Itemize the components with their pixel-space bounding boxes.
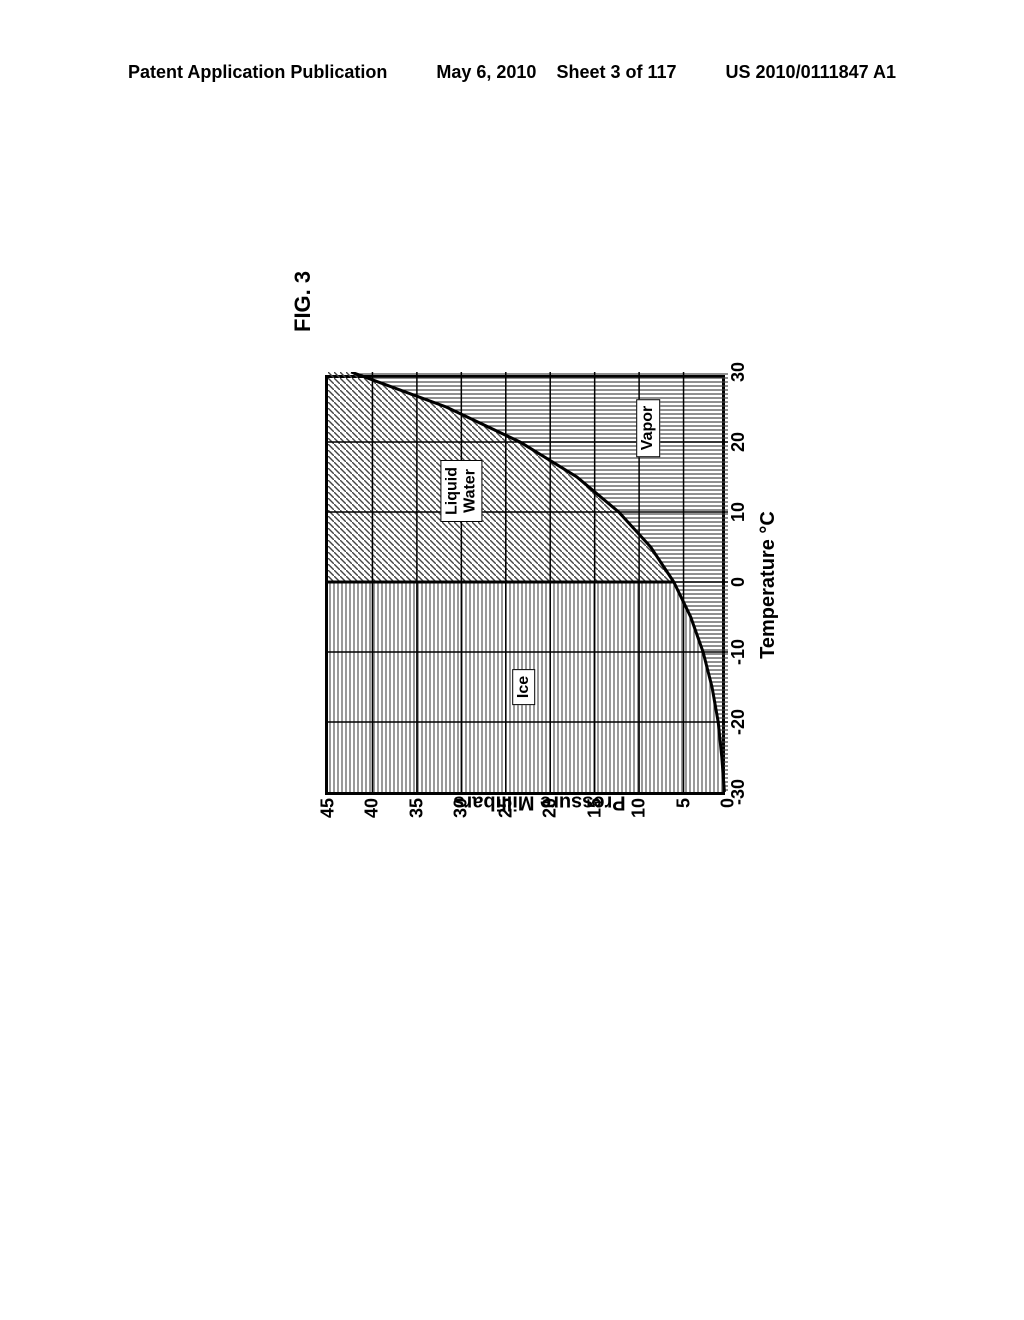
region-label-liquid-water: Liquid Water [441, 460, 482, 522]
x-tick: 0 [728, 577, 749, 587]
page-header: Patent Application Publication May 6, 20… [0, 62, 1024, 83]
x-tick: 30 [728, 362, 749, 382]
region-label-ice: Ice [512, 669, 536, 705]
header-sheet: Sheet 3 of 117 [556, 62, 676, 82]
x-tick: -20 [728, 709, 749, 735]
y-axis-label: Pressure Millibars [453, 791, 625, 814]
x-tick: 10 [728, 502, 749, 522]
phase-diagram-chart: Ice Liquid Water Vapor 05101520253035404… [325, 345, 785, 855]
region-label-vapor: Vapor [636, 399, 660, 457]
chart-svg [328, 372, 728, 792]
y-tick: 40 [362, 798, 383, 818]
header-center: May 6, 2010 Sheet 3 of 117 [436, 62, 676, 83]
x-tick: -30 [728, 779, 749, 805]
y-tick: 5 [673, 798, 694, 808]
y-tick: 10 [629, 798, 650, 818]
y-tick: 45 [318, 798, 339, 818]
x-tick: 20 [728, 432, 749, 452]
x-axis-label: Temperature °C [757, 511, 780, 659]
plot-area: Ice Liquid Water Vapor 05101520253035404… [325, 375, 725, 795]
header-left: Patent Application Publication [128, 62, 387, 83]
header-right: US 2010/0111847 A1 [726, 62, 896, 83]
y-tick: 35 [406, 798, 427, 818]
header-date: May 6, 2010 [436, 62, 536, 82]
x-tick: -10 [728, 639, 749, 665]
figure-label: FIG. 3 [290, 271, 316, 332]
